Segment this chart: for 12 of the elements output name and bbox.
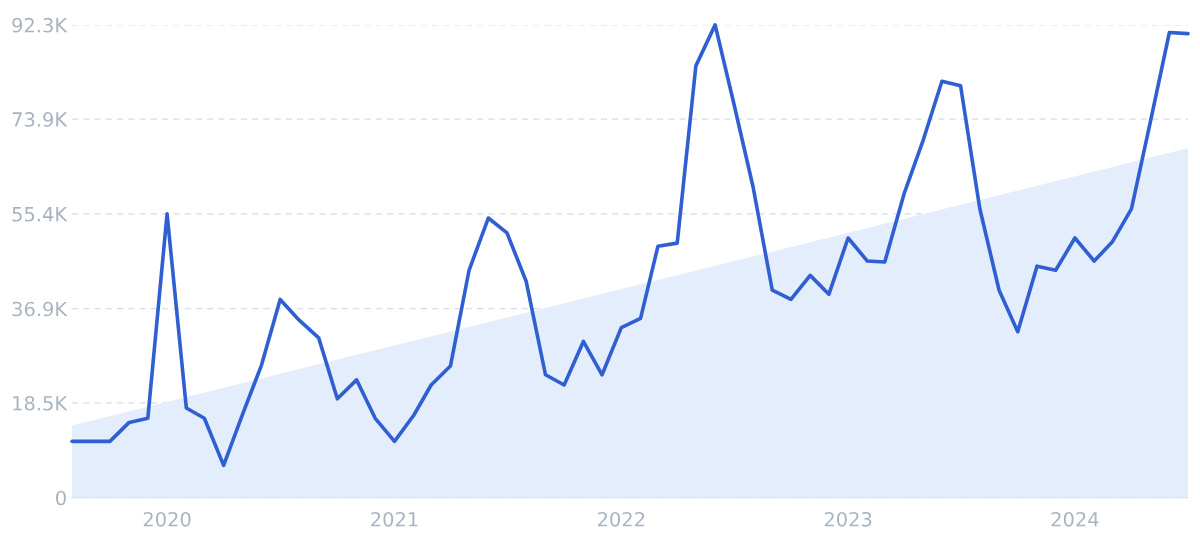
y-tick-label: 92.3K [12, 17, 68, 33]
x-tick-label: 2023 [824, 511, 872, 527]
x-tick-label: 2020 [143, 511, 191, 527]
x-tick-label: 2022 [597, 511, 645, 527]
y-tick-label: 0 [56, 490, 66, 506]
y-tick-label: 36.9K [12, 301, 68, 317]
y-tick-label: 73.9K [12, 112, 68, 127]
y-tick-label: 18.5K [13, 395, 68, 411]
x-tick-label: 2024 [1051, 511, 1099, 527]
y-tick-label: 55.4K [12, 207, 68, 222]
line-series [70, 23, 1190, 468]
x-tick-label: 2021 [371, 511, 418, 527]
